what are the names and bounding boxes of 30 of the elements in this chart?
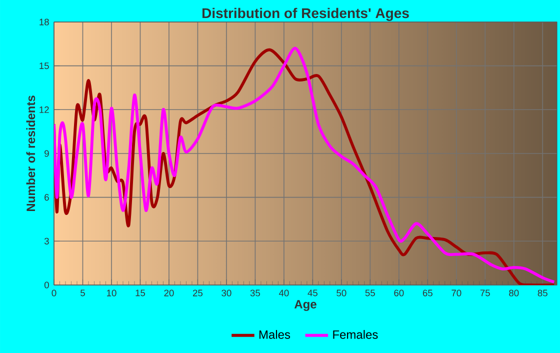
x-tick-label: 85	[538, 290, 548, 296]
x-tick-label: 5	[80, 290, 85, 296]
legend-label: Males	[259, 330, 290, 339]
x-tick-label: 20	[164, 290, 174, 296]
x-tick-label: 55	[365, 290, 375, 296]
y-tick-label: 12	[40, 106, 49, 113]
x-tick-label: 0	[52, 290, 56, 296]
x-tick-label: 45	[308, 290, 318, 296]
y-tick-label: 15	[40, 62, 49, 70]
x-tick-label: 60	[394, 290, 404, 296]
x-tick-label: 10	[107, 290, 116, 296]
y-tick-label: 0	[44, 282, 49, 288]
x-tick-label: 15	[136, 290, 146, 296]
y-tick-label: 18	[40, 18, 49, 26]
x-tick-label: 50	[336, 290, 346, 296]
y-tick-label: 6	[44, 194, 49, 201]
x-tick-label: 35	[250, 290, 260, 296]
x-tick-label: 65	[422, 290, 432, 296]
x-tick-label: 30	[222, 290, 232, 296]
x-tick-label: 25	[192, 290, 203, 296]
y-tick-label: 3	[44, 238, 49, 244]
x-tick-label: 80	[509, 290, 519, 296]
y-tick-label: 9	[44, 150, 49, 157]
x-tick-label: 75	[480, 290, 490, 296]
chart-title: Distribution of Residents' Ages	[202, 8, 409, 21]
x-tick-label: 70	[452, 290, 462, 296]
x-tick-label: 40	[278, 290, 289, 296]
x-axis-title: Age	[294, 300, 316, 311]
legend-label: Females	[333, 330, 378, 339]
y-axis-title: Number of residents	[26, 96, 36, 212]
